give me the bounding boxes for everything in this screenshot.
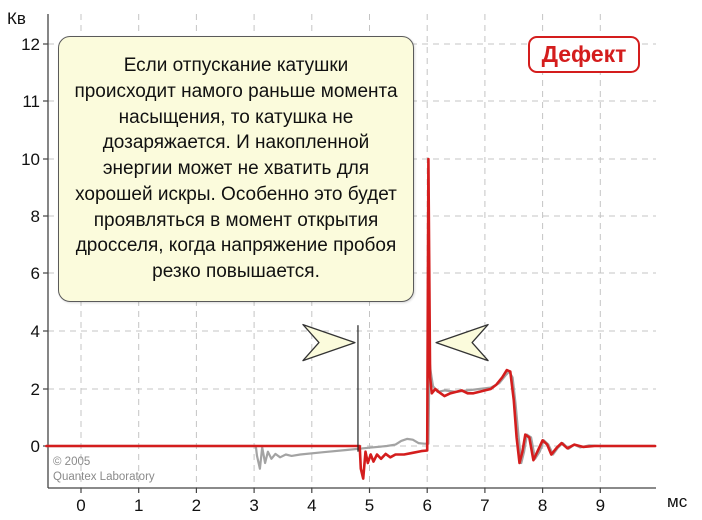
copyright-year: © 2005	[53, 456, 90, 468]
x-tick-label-0: 0	[76, 496, 85, 515]
arrow-left-marker	[435, 323, 489, 362]
copyright-lab: Quantex Laboratory	[53, 471, 155, 483]
x-tick-label-9: 9	[596, 496, 605, 515]
callout-text: Если отпускание катушки происходит намог…	[74, 55, 398, 282]
x-axis-unit: мс	[667, 492, 688, 511]
x-tick-label-1: 1	[134, 496, 143, 515]
y-tick-label-10: 10	[21, 150, 40, 169]
x-tick-label-3: 3	[249, 496, 258, 515]
x-tick-label-5: 5	[365, 496, 374, 515]
plot-frame	[43, 14, 656, 493]
y-axis-unit: Кв	[7, 9, 26, 28]
y-tick-label-8: 8	[31, 207, 40, 226]
y-tick-label-11: 11	[22, 92, 40, 111]
series-line-1	[45, 157, 657, 480]
marker-layer	[302, 323, 489, 452]
x-tick-label-2: 2	[192, 496, 201, 515]
x-tick-label-8: 8	[538, 496, 547, 515]
y-tick-label-6: 6	[31, 264, 40, 283]
y-tick-label-4: 4	[31, 322, 40, 341]
x-tick-label-6: 6	[422, 496, 431, 515]
x-tick-label-4: 4	[307, 496, 316, 515]
x-tick-label-7: 7	[480, 496, 489, 515]
arrow-right-marker	[302, 323, 356, 362]
y-tick-label-12: 12	[21, 35, 40, 54]
explanation-callout: Если отпускание катушки происходит намог…	[58, 36, 414, 302]
y-tick-label-0: 0	[31, 437, 40, 456]
series-layer	[45, 157, 657, 480]
y-tick-label-2: 2	[31, 380, 40, 399]
defect-badge: Дефект	[528, 36, 640, 73]
